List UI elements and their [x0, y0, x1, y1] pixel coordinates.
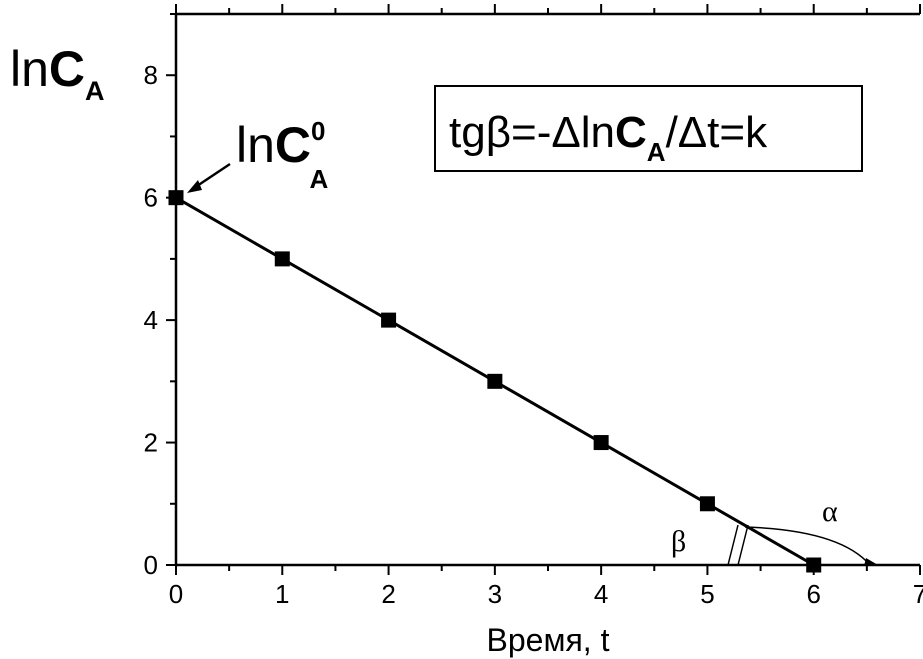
data-point-marker [593, 435, 609, 451]
x-tick-label: 2 [381, 579, 395, 609]
y-tick-label: 4 [144, 305, 158, 335]
x-tick-label: 7 [913, 579, 923, 609]
data-point-marker [274, 251, 290, 267]
alpha-arrowhead [864, 558, 878, 566]
y-axis-label-main: ln [10, 41, 49, 97]
data-point-marker [699, 496, 715, 512]
formula-text: tgβ=-ΔlnCA/Δt=k [449, 108, 768, 167]
x-tick-label: 4 [594, 579, 608, 609]
data-point-marker [381, 312, 397, 328]
alpha-arc [744, 526, 871, 566]
formula-suffix: /Δt=k [666, 108, 769, 157]
x-axis-label: Время, t [487, 622, 610, 658]
y-tick-label: 2 [144, 428, 158, 458]
start-point-arrowhead [187, 180, 202, 193]
x-tick-label: 0 [169, 579, 183, 609]
y-tick-label: 8 [144, 60, 158, 90]
y-tick-label: 0 [144, 550, 158, 580]
start-point-label-sup: 0 [311, 116, 325, 146]
formula-prefix: tgβ=-Δln [449, 108, 615, 157]
start-point-label: lnC0 A [236, 116, 329, 194]
axis-ticks [166, 4, 921, 575]
start-point-label-main: ln [236, 117, 275, 173]
formula-bold: C [615, 108, 647, 157]
y-axis-label-sub: A [85, 76, 105, 106]
beta-tick-1 [727, 524, 739, 566]
data-point-marker [487, 373, 503, 389]
y-tick-label: 6 [144, 183, 158, 213]
data-point-marker [806, 557, 822, 573]
start-point-label-bold: C [275, 117, 311, 173]
y-axis-label: lnCA [10, 41, 105, 106]
series [168, 190, 822, 573]
x-tick-label: 1 [275, 579, 289, 609]
x-tick-labels: 0 1 2 3 4 5 6 7 [169, 579, 923, 609]
start-point-label-sub: A [310, 164, 329, 194]
data-point-marker [168, 190, 184, 206]
formula-sub: A [647, 137, 666, 167]
x-tick-label: 5 [700, 579, 714, 609]
y-tick-labels: 0 2 4 6 8 [144, 60, 158, 580]
beta-tick-2 [737, 524, 749, 566]
x-tick-label: 3 [488, 579, 502, 609]
alpha-label: α [822, 495, 838, 528]
beta-label: β [671, 525, 686, 558]
y-axis-label-bold: C [49, 41, 85, 97]
x-tick-label: 6 [806, 579, 820, 609]
formula-box [434, 85, 863, 172]
start-point-arrow [193, 162, 231, 190]
